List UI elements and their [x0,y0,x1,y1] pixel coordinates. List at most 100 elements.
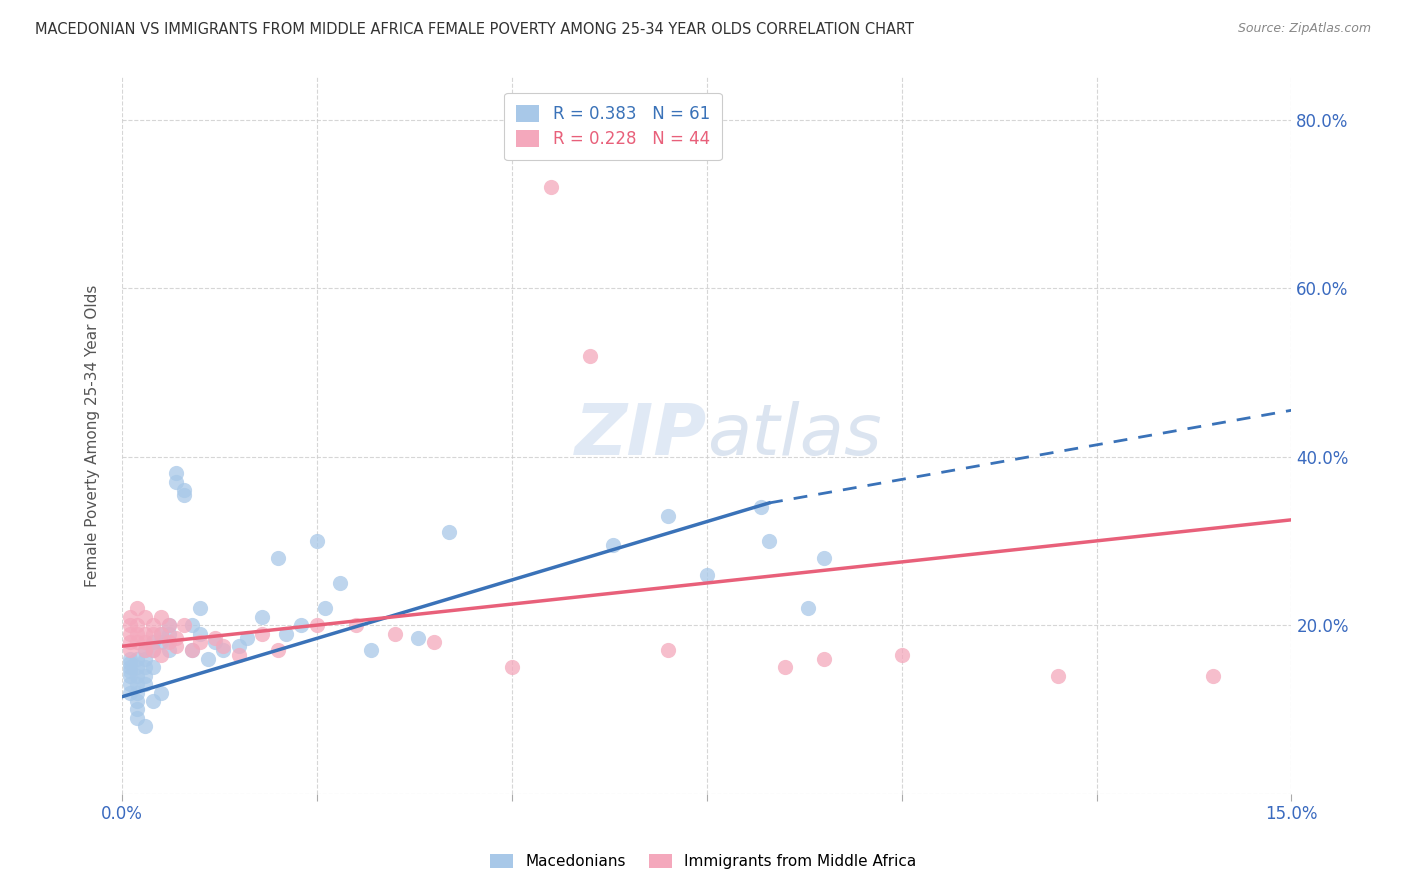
Point [305,533,328,548]
Point [142,626,165,640]
Point [142,643,165,657]
Point [696,567,718,582]
Point [165,475,187,489]
Point [149,609,172,624]
Point [250,626,273,640]
Point [127,635,149,649]
Point [127,626,149,640]
Point [127,694,149,708]
Point [406,631,429,645]
Point [134,643,156,657]
Point [118,656,141,670]
Point [118,660,141,674]
Point [228,639,250,653]
Point [1202,669,1225,683]
Point [188,635,211,649]
Point [344,618,367,632]
Point [890,648,912,662]
Point [274,626,297,640]
Point [212,643,235,657]
Point [204,635,226,649]
Point [134,677,156,691]
Point [165,631,187,645]
Text: atlas: atlas [707,401,882,470]
Point [149,626,172,640]
Point [157,618,180,632]
Point [134,660,156,674]
Point [305,618,328,632]
Point [657,508,679,523]
Point [267,643,290,657]
Point [134,652,156,666]
Point [127,652,149,666]
Point [118,618,141,632]
Point [149,648,172,662]
Point [197,652,219,666]
Point [127,660,149,674]
Point [173,618,195,632]
Point [127,702,149,716]
Point [384,626,406,640]
Point [212,639,235,653]
Point [773,660,796,674]
Point [228,648,250,662]
Point [1046,669,1069,683]
Point [329,576,352,591]
Point [157,618,180,632]
Point [157,643,180,657]
Point [149,626,172,640]
Point [181,643,204,657]
Point [118,665,141,679]
Point [173,483,195,498]
Point [118,643,141,657]
Point [149,685,172,699]
Point [602,538,624,552]
Text: MACEDONIAN VS IMMIGRANTS FROM MIDDLE AFRICA FEMALE POVERTY AMONG 25-34 YEAR OLDS: MACEDONIAN VS IMMIGRANTS FROM MIDDLE AFR… [35,22,914,37]
Point [578,349,600,363]
Legend: Macedonians, Immigrants from Middle Africa: Macedonians, Immigrants from Middle Afri… [484,848,922,875]
Point [439,525,461,540]
Point [134,643,156,657]
Point [813,550,835,565]
Point [134,609,156,624]
Point [657,643,679,657]
Point [157,635,180,649]
Point [127,601,149,615]
Point [290,618,312,632]
Text: Source: ZipAtlas.com: Source: ZipAtlas.com [1237,22,1371,36]
Point [181,643,204,657]
Point [118,677,141,691]
Point [749,500,772,515]
Point [142,635,165,649]
Point [142,660,165,674]
Point [235,631,257,645]
Point [127,618,149,632]
Y-axis label: Female Poverty Among 25-34 Year Olds: Female Poverty Among 25-34 Year Olds [86,285,100,587]
Point [134,626,156,640]
Point [118,685,141,699]
Point [188,626,211,640]
Point [813,652,835,666]
Point [165,467,187,481]
Point [127,677,149,691]
Point [142,643,165,657]
Legend: R = 0.383   N = 61, R = 0.228   N = 44: R = 0.383 N = 61, R = 0.228 N = 44 [505,93,721,160]
Point [181,618,204,632]
Point [204,631,226,645]
Point [127,669,149,683]
Point [501,660,523,674]
Point [157,626,180,640]
Point [142,694,165,708]
Point [134,719,156,733]
Point [118,635,141,649]
Point [118,652,141,666]
Point [758,533,780,548]
Point [165,639,187,653]
Point [118,669,141,683]
Point [134,635,156,649]
Point [127,685,149,699]
Text: ZIP: ZIP [575,401,707,470]
Point [422,635,444,649]
Point [797,601,820,615]
Point [188,601,211,615]
